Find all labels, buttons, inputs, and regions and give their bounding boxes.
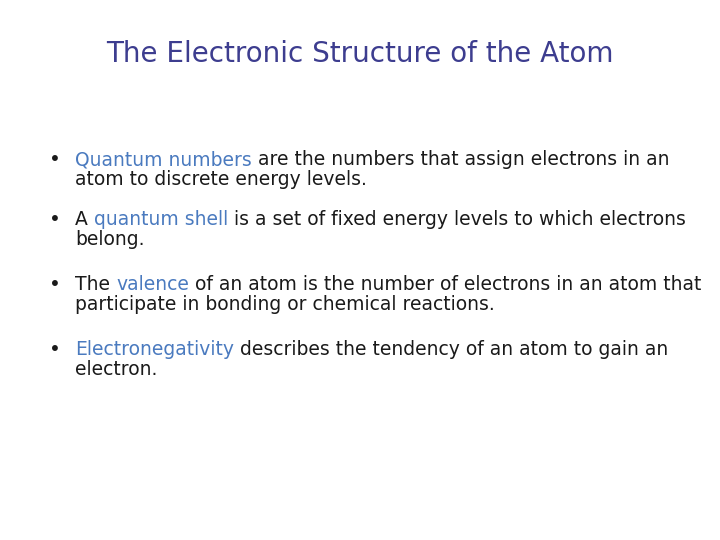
Text: A: A	[75, 210, 94, 229]
Text: belong.: belong.	[75, 230, 145, 249]
Text: atom to discrete energy levels.: atom to discrete energy levels.	[75, 170, 367, 189]
Text: describes the tendency of an atom to gain an: describes the tendency of an atom to gai…	[234, 340, 668, 359]
Text: is a set of fixed energy levels to which electrons: is a set of fixed energy levels to which…	[228, 210, 686, 229]
Text: quantum shell: quantum shell	[94, 210, 228, 229]
Text: The: The	[75, 275, 116, 294]
Text: participate in bonding or chemical reactions.: participate in bonding or chemical react…	[75, 295, 495, 314]
Text: Quantum numbers: Quantum numbers	[75, 150, 252, 169]
Text: •: •	[49, 150, 61, 169]
Text: The Electronic Structure of the Atom: The Electronic Structure of the Atom	[107, 40, 613, 68]
Text: •: •	[49, 340, 61, 359]
Text: valence: valence	[116, 275, 189, 294]
Text: •: •	[49, 275, 61, 294]
Text: are the numbers that assign electrons in an: are the numbers that assign electrons in…	[252, 150, 670, 169]
Text: of an atom is the number of electrons in an atom that: of an atom is the number of electrons in…	[189, 275, 701, 294]
Text: Electronegativity: Electronegativity	[75, 340, 234, 359]
Text: electron.: electron.	[75, 360, 158, 379]
Text: •: •	[49, 210, 61, 229]
